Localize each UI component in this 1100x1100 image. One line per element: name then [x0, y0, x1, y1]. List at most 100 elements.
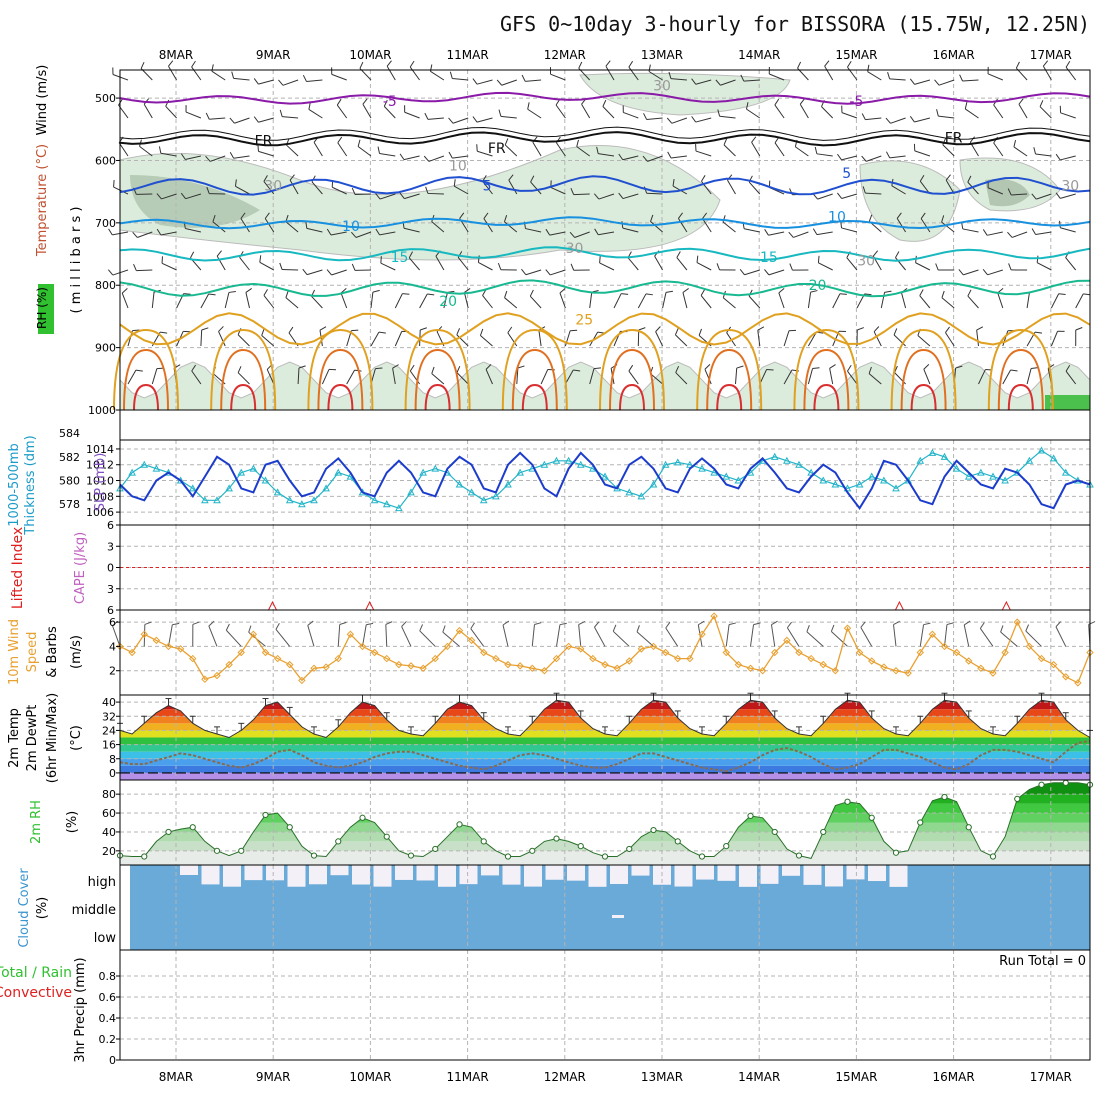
wind-barb-flag: [527, 102, 530, 110]
wind-barb-flag: [208, 620, 215, 627]
isotherm-line: [119, 279, 1091, 298]
wind-speed-point: [904, 669, 912, 677]
wind-barb-flag: [967, 175, 972, 183]
wind-barb: [831, 631, 848, 647]
wind-barb-flag: [716, 263, 720, 271]
wind-barb-flag: [569, 231, 576, 238]
wind-barb-flag: [934, 79, 940, 86]
wind-barb: [722, 221, 736, 233]
contour-label: 30: [566, 241, 584, 257]
wind-barb-flag: [976, 326, 984, 331]
wind-barb-flag: [409, 364, 415, 372]
wind-barb: [527, 108, 542, 119]
wind-speed-point: [237, 648, 245, 657]
wind-barb: [478, 261, 493, 271]
wind-barb-flag: [229, 117, 235, 124]
thickness-point: [1001, 476, 1009, 484]
contour-label: 20: [439, 294, 457, 310]
wind-barb-flag: [425, 186, 429, 194]
wind-speed-point: [528, 664, 536, 672]
wind-barb: [1055, 626, 1067, 647]
wind-barb: [485, 369, 493, 385]
cloud-clear-bar: [889, 865, 908, 887]
temperature-contour: [230, 383, 257, 411]
wind-barb: [676, 257, 688, 271]
wind-barb: [419, 293, 428, 309]
wind-barb: [670, 155, 687, 159]
contour-label: -5: [849, 94, 863, 110]
wind-barb-flag: [621, 221, 624, 229]
wind-barb-flag: [701, 175, 706, 182]
y-tick-label: 6: [109, 616, 116, 629]
wind-barb-flag: [618, 192, 624, 199]
wind-barb-flag: [399, 153, 405, 160]
wind-barb: [137, 231, 153, 238]
wind-barb-flag: [728, 622, 736, 626]
wind-barb: [139, 145, 153, 157]
wind-barb-flag: [521, 268, 527, 276]
wind-barb: [245, 292, 250, 309]
date-label-top: 17MAR: [1030, 48, 1072, 62]
thickness-point: [831, 480, 840, 488]
cape-panel: 6 3 0 3 6 Lifted Index CAPE (J/kg): [10, 519, 1091, 617]
wind-barb-flag: [288, 326, 294, 334]
wind-barb-flag: [504, 290, 508, 298]
wind-barb: [504, 221, 518, 233]
dewpt2m-label: 2m DewPt: [25, 705, 40, 772]
wind-barb: [675, 334, 688, 347]
wind-barb-flag: [1025, 624, 1030, 632]
thickness-point: [152, 464, 161, 472]
wind-barb: [321, 369, 330, 385]
wind-barb-flag: [979, 622, 985, 629]
wind-barb-flag: [362, 98, 368, 105]
wind-barb: [914, 150, 931, 157]
wind-speed-point: [916, 648, 924, 657]
wind-barb: [942, 144, 955, 157]
y-tick-label: 0: [109, 767, 116, 780]
wind-speed-point: [310, 664, 318, 672]
wind-barb-flag: [1033, 147, 1037, 155]
wind-barb: [576, 146, 590, 157]
wind-speed-point: [892, 667, 900, 675]
rh-point: [238, 847, 245, 854]
wind-barb-flag: [817, 255, 820, 263]
cloud-clear-bar: [739, 865, 757, 887]
wind-barb: [258, 150, 274, 157]
wind-barb: [750, 624, 755, 647]
wind-barb-flag: [753, 622, 761, 626]
wind-barb-flag: [408, 251, 413, 259]
slp-tick-label: 1014: [86, 443, 114, 456]
wind-speed-point: [686, 654, 694, 663]
temperature-contour: [803, 348, 850, 411]
wind-speed-point: [855, 648, 864, 657]
wind-barb-flag: [857, 327, 864, 331]
rh-shading-dark: [130, 175, 260, 228]
wind-barb: [919, 624, 925, 647]
wind-barb: [457, 257, 469, 271]
wind-barb: [379, 193, 396, 200]
wind-speed-point: [1025, 642, 1034, 651]
wind-barb: [463, 292, 469, 309]
wind-barb-flag: [237, 366, 242, 373]
wind-barb-flag: [257, 144, 259, 152]
wind-speed-point: [249, 630, 258, 638]
rh-point: [723, 843, 730, 850]
wind-barb-flag: [245, 288, 252, 293]
contour-label: 20: [809, 278, 827, 294]
rh-point: [698, 853, 706, 860]
wind-barb: [431, 373, 445, 385]
temperature-contour: [1007, 383, 1034, 411]
slp-tick-label: 1006: [86, 506, 114, 519]
wind-barb: [920, 218, 931, 233]
wind-barb-flag: [573, 369, 581, 372]
thickness-tick-label: 578: [59, 498, 80, 511]
wind-barb: [525, 79, 542, 82]
wind-barb: [482, 181, 493, 195]
wind-barb: [337, 142, 348, 157]
thickness-point: [661, 460, 670, 468]
wind-barb-flag: [847, 60, 852, 68]
wind-barb: [637, 293, 647, 309]
wind-barb: [719, 115, 736, 119]
wind-barb: [744, 269, 760, 276]
li-tick-label: 6: [107, 519, 114, 532]
